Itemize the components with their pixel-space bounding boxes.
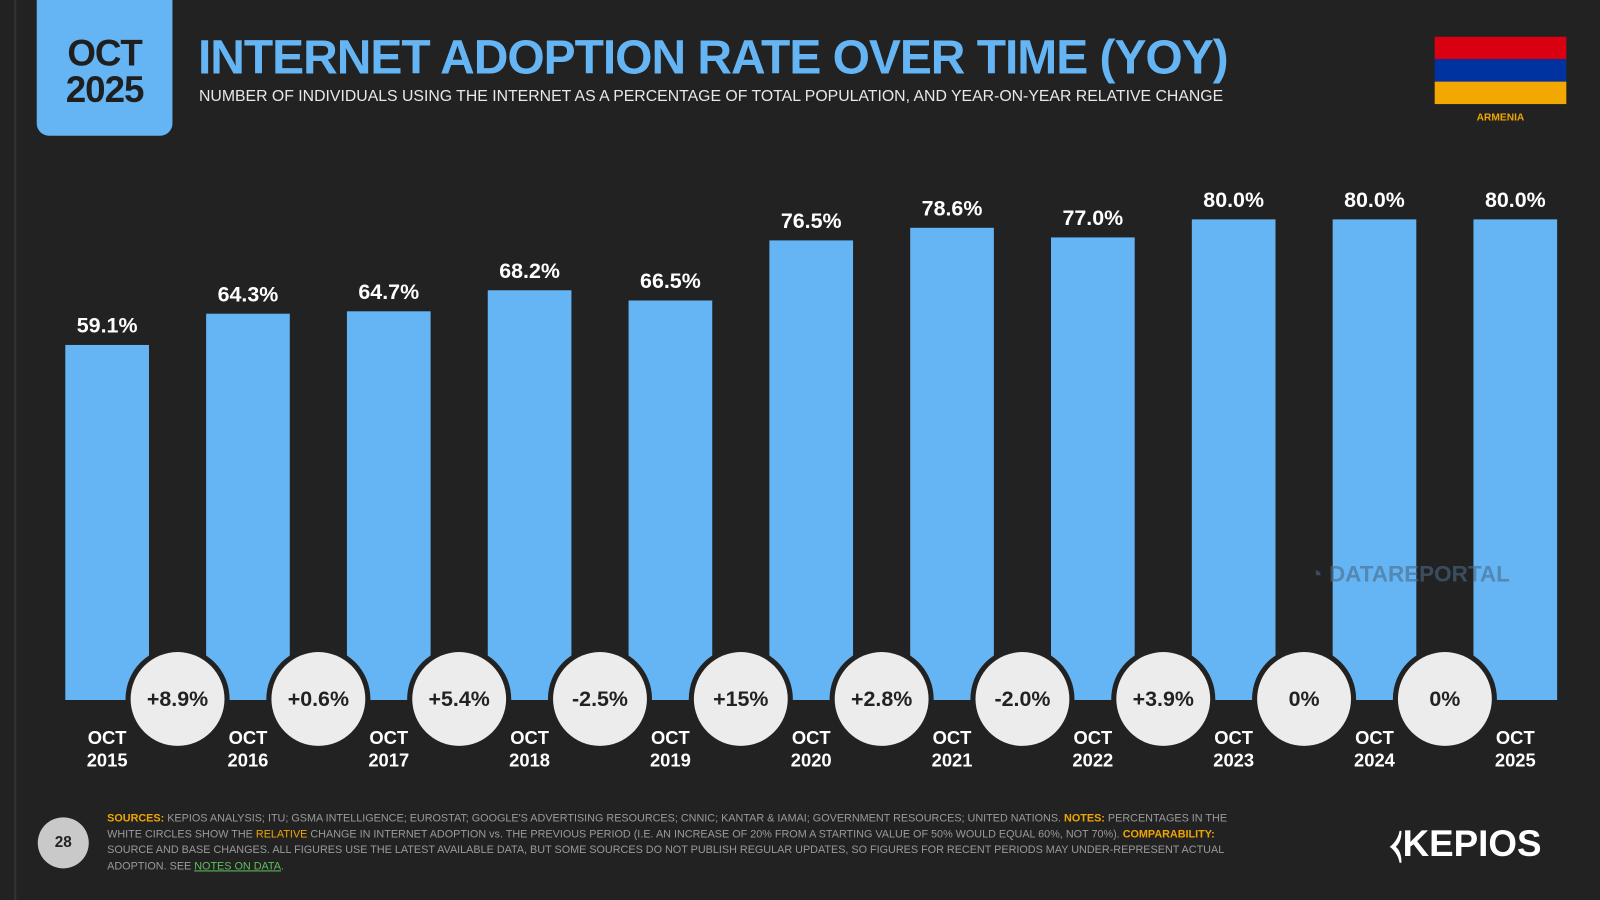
divider (14, 0, 17, 900)
change-circle (1116, 652, 1211, 746)
x-tick-label-month: OCT (1214, 727, 1254, 748)
change-circle (1397, 652, 1492, 746)
change-label: +5.4% (429, 687, 490, 711)
value-label: 80.0% (1344, 188, 1405, 212)
change-circle (553, 652, 647, 746)
change-label: 0% (1289, 687, 1320, 711)
value-label: 59.1% (77, 314, 138, 338)
change-label: +8.9% (147, 687, 208, 711)
x-tick-label-month: OCT (88, 727, 128, 748)
bar (769, 240, 854, 700)
comparability-text: SOURCE AND BASE CHANGES. ALL FIGURES USE… (107, 843, 1224, 872)
change-circle (130, 652, 225, 746)
comparability-label: COMPARABILITY: (1122, 828, 1215, 841)
change-circle (412, 652, 507, 746)
x-tick-label-year: 2019 (650, 749, 691, 770)
watermark-text: DATAREPORTAL (1328, 561, 1510, 587)
bar (1051, 237, 1135, 700)
change-label: +2.8% (851, 687, 912, 711)
x-tick-label-month: OCT (510, 727, 550, 748)
x-tick-label-year: 2023 (1213, 749, 1254, 770)
footer-notes: SOURCES: KEPIOS ANALYSIS; ITU; GSMA INTE… (107, 811, 1229, 874)
x-tick-label-year: 2022 (1072, 749, 1113, 770)
page-number: 28 (37, 817, 89, 869)
value-label: 68.2% (499, 259, 560, 283)
value-label: 78.6% (922, 197, 983, 221)
country-label: ARMENIA (1476, 112, 1525, 124)
value-label: 64.3% (218, 282, 279, 306)
value-label: 76.5% (781, 209, 842, 233)
value-label: 66.5% (640, 269, 701, 293)
bar (910, 227, 994, 700)
x-tick-label-month: OCT (933, 727, 973, 748)
x-tick-label-year: 2020 (791, 749, 832, 770)
footer-end: . (280, 859, 284, 872)
bar (1191, 219, 1276, 700)
bar (206, 313, 290, 700)
x-tick-label-year: 2015 (87, 749, 128, 770)
x-tick-label-month: OCT (792, 727, 832, 748)
x-tick-label-month: OCT (369, 727, 409, 748)
watermark: ◔ DATAREPORTAL (1309, 561, 1510, 587)
page-subtitle: NUMBER OF INDIVIDUALS USING THE INTERNET… (198, 87, 1224, 106)
change-circle (693, 652, 788, 746)
change-circle (975, 652, 1070, 746)
change-circle (834, 652, 929, 746)
page-title: INTERNET ADOPTION RATE OVER TIME (YOY) (197, 29, 1229, 84)
bar (1473, 219, 1558, 700)
x-tick-label-year: 2021 (932, 749, 973, 770)
x-tick-label-month: OCT (229, 727, 269, 748)
notes-label: NOTES: (1064, 812, 1105, 825)
change-label: -2.0% (994, 687, 1050, 711)
sources-text: KEPIOS ANALYSIS; ITU; GSMA INTELLIGENCE;… (164, 812, 1065, 825)
notes-text-2: CHANGE IN INTERNET ADOPTION vs. THE PREV… (307, 828, 1123, 841)
bar (487, 290, 572, 700)
logo-text: KEPIOS (1402, 822, 1542, 865)
x-tick-label-month: OCT (1073, 727, 1113, 748)
value-label: 80.0% (1485, 188, 1546, 212)
bar (628, 300, 713, 700)
date-month: OCT (67, 31, 143, 74)
value-label: 80.0% (1203, 188, 1264, 212)
change-label: +15% (713, 687, 768, 711)
change-circle (271, 652, 366, 746)
x-tick-label-year: 2018 (509, 749, 550, 770)
x-tick-label-month: OCT (651, 727, 691, 748)
armenia-flag-icon (1434, 36, 1567, 105)
bar (65, 344, 149, 700)
change-label: +0.6% (288, 687, 349, 711)
value-label: 77.0% (1062, 206, 1123, 230)
x-tick-label-year: 2024 (1354, 749, 1396, 770)
change-label: -2.5% (572, 687, 628, 711)
change-circle (1257, 652, 1352, 746)
relative-word: RELATIVE (255, 828, 308, 841)
bar (346, 311, 431, 700)
x-tick-label-month: OCT (1496, 727, 1536, 748)
kepios-logo: ⧼KEPIOS (1390, 822, 1542, 866)
x-tick-label-year: 2016 (228, 749, 269, 770)
change-label: +3.9% (1133, 687, 1194, 711)
x-tick-label-year: 2017 (368, 749, 409, 770)
sources-label: SOURCES: (107, 812, 165, 825)
x-tick-label-year: 2025 (1495, 749, 1536, 770)
date-year: 2025 (65, 68, 145, 111)
change-label: 0% (1429, 687, 1460, 711)
x-tick-label-month: OCT (1355, 727, 1395, 748)
bar (1332, 219, 1417, 700)
date-badge: OCT 2025 (36, 0, 173, 136)
value-label: 64.7% (358, 280, 419, 304)
notes-on-data-link[interactable]: NOTES ON DATA (194, 859, 281, 872)
kepios-k-icon: ⧼ (1389, 822, 1403, 865)
notes-text: PERCENTAGES IN THE WHITE CIRCLES SHOW TH… (107, 812, 1228, 841)
